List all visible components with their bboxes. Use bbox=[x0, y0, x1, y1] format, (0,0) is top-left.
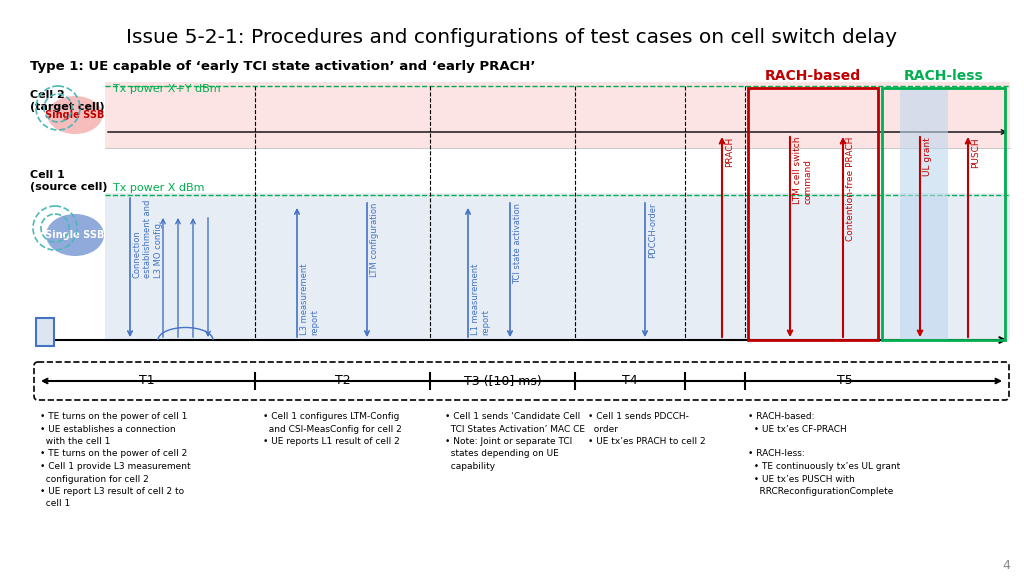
Text: • TE turns on the power of cell 1
• UE establishes a connection
  with the cell : • TE turns on the power of cell 1 • UE e… bbox=[40, 412, 190, 509]
Bar bbox=[105, 82, 1010, 148]
Text: Tx power X dBm: Tx power X dBm bbox=[113, 183, 205, 193]
Text: T3 ([10] ms): T3 ([10] ms) bbox=[464, 374, 542, 388]
Text: RACH-based: RACH-based bbox=[765, 69, 861, 83]
Text: UL grant: UL grant bbox=[923, 137, 932, 176]
Text: LTM cell switch
command: LTM cell switch command bbox=[793, 137, 812, 204]
Text: Cell 1
(source cell): Cell 1 (source cell) bbox=[30, 170, 108, 192]
Text: Contention-free PRACH: Contention-free PRACH bbox=[846, 137, 855, 241]
Ellipse shape bbox=[46, 214, 104, 256]
Text: L1 measurement
report: L1 measurement report bbox=[471, 264, 490, 335]
Text: T5: T5 bbox=[838, 374, 853, 388]
Ellipse shape bbox=[47, 96, 102, 134]
Text: PUSCH: PUSCH bbox=[971, 137, 980, 168]
Text: Type 1: UE capable of ‘early TCI state activation’ and ‘early PRACH’: Type 1: UE capable of ‘early TCI state a… bbox=[30, 60, 536, 73]
Text: T2: T2 bbox=[335, 374, 350, 388]
Text: TCI state activation: TCI state activation bbox=[513, 203, 522, 284]
Text: Tx power X+Y dBm: Tx power X+Y dBm bbox=[113, 84, 220, 94]
Text: PDCCH-order: PDCCH-order bbox=[648, 203, 657, 259]
Text: T1: T1 bbox=[138, 374, 155, 388]
Text: Cell 2
(target cell): Cell 2 (target cell) bbox=[30, 90, 104, 112]
Bar bbox=[882, 88, 1005, 340]
Text: • RACH-based:
  • UE tx’es CF-PRACH

• RACH-less:
  • TE continuously tx’es UL g: • RACH-based: • UE tx’es CF-PRACH • RACH… bbox=[748, 412, 900, 496]
Text: Issue 5-2-1: Procedures and configurations of test cases on cell switch delay: Issue 5-2-1: Procedures and configuratio… bbox=[127, 28, 897, 47]
Text: T4: T4 bbox=[623, 374, 638, 388]
Bar bbox=[900, 88, 948, 340]
Text: • Cell 1 sends PDCCH-
  order
• UE tx’es PRACH to cell 2: • Cell 1 sends PDCCH- order • UE tx’es P… bbox=[588, 412, 706, 446]
Text: L3 measurement
report: L3 measurement report bbox=[300, 263, 319, 335]
Text: Single SSB: Single SSB bbox=[45, 110, 104, 120]
Text: • Cell 1 configures LTM-Config
  and CSI-MeasConfig for cell 2
• UE reports L1 r: • Cell 1 configures LTM-Config and CSI-M… bbox=[263, 412, 401, 446]
Text: Single SSB: Single SSB bbox=[45, 230, 104, 240]
Text: LTM configuration: LTM configuration bbox=[370, 203, 379, 278]
Text: PRACH: PRACH bbox=[725, 137, 734, 167]
Text: RACH-less: RACH-less bbox=[903, 69, 983, 83]
Text: • Cell 1 sends ‘Candidate Cell
  TCI States Activation’ MAC CE
• Note: Joint or : • Cell 1 sends ‘Candidate Cell TCI State… bbox=[445, 412, 585, 471]
Bar bbox=[748, 88, 878, 340]
Text: Connection
establishment and
L3 MO config.: Connection establishment and L3 MO confi… bbox=[133, 200, 163, 278]
Bar bbox=[36, 318, 54, 346]
Bar bbox=[105, 193, 1010, 340]
Text: 4: 4 bbox=[1002, 559, 1010, 572]
